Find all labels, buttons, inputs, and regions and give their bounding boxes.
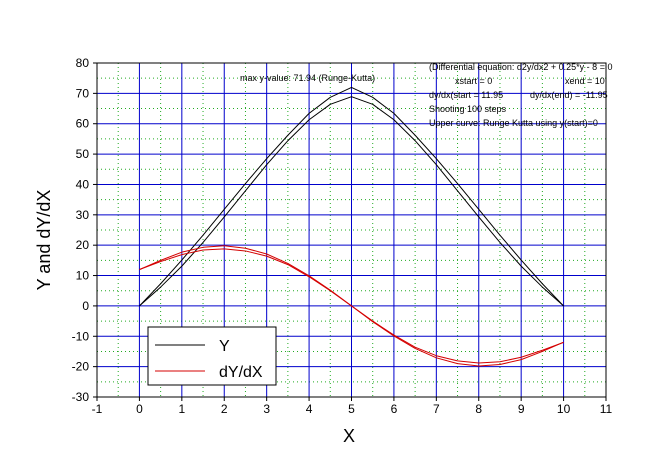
legend-box <box>147 326 277 386</box>
y-tick-label: 10 <box>76 269 90 283</box>
y-axis-title: Y and dY/dX <box>34 190 54 291</box>
legend-label-dydx: dY/dX <box>219 364 263 381</box>
x-tick-label: 4 <box>306 402 313 416</box>
x-tick-label: 11 <box>600 402 613 416</box>
x-tick-label: 7 <box>433 402 440 416</box>
y-tick-label: 30 <box>76 208 90 222</box>
y-tick-label: 40 <box>76 177 90 191</box>
x-tick-label: 5 <box>348 402 355 416</box>
series-line-1 <box>139 86 564 307</box>
annotation-xend: xend = 10 <box>565 76 605 86</box>
series-line-0 <box>139 96 564 307</box>
x-tick-label: 2 <box>221 402 228 416</box>
annotation-equation: (Differential equation: d2y/dx2 + 0.25*y… <box>429 62 612 72</box>
annotation-shooting: Shooting 100 steps <box>429 104 507 114</box>
x-tick-label: 1 <box>178 402 185 416</box>
x-tick-label: 0 <box>136 402 143 416</box>
x-tick-label: 3 <box>263 402 270 416</box>
x-tick-label: -1 <box>92 402 103 416</box>
y-tick-label: 0 <box>82 299 89 313</box>
x-axis-title: X <box>343 426 355 446</box>
legend: Y dY/dX <box>147 326 277 386</box>
y-tick-label: -20 <box>72 360 90 374</box>
annotation-max: max y-value: 71.94 (Runge-Kutta) <box>240 73 375 83</box>
y-tick-label: 70 <box>76 86 90 100</box>
annotation-dydx-start: dy/dx(start = 11.95 <box>429 90 503 100</box>
y-tick-label: 50 <box>76 147 90 161</box>
y-tick-label: 80 <box>76 56 90 70</box>
y-tick-label: -10 <box>72 329 90 343</box>
x-tick-label: 9 <box>518 402 525 416</box>
series-line-3 <box>139 245 564 367</box>
series-layer <box>139 86 564 367</box>
y-tick-label: 60 <box>76 117 90 131</box>
y-tick-label: 20 <box>76 238 90 252</box>
annotation-upper-curve: Upper curve: Runge Kutta using y(start)=… <box>429 118 598 128</box>
annotation-dydx-end: dy/dx(end) = -11.95 <box>530 90 608 100</box>
y-tick-label: -30 <box>72 390 90 404</box>
annotation-xstart: xstart = 0 <box>455 76 492 86</box>
x-tick-label: 8 <box>475 402 482 416</box>
axis-ticks: -1 0 1 2 3 4 5 6 7 8 9 10 11-30-20-10010203040506070… <box>72 56 613 416</box>
legend-label-y: Y <box>219 338 230 355</box>
x-tick-label: 6 <box>391 402 398 416</box>
x-tick-label: 10 <box>557 402 571 416</box>
